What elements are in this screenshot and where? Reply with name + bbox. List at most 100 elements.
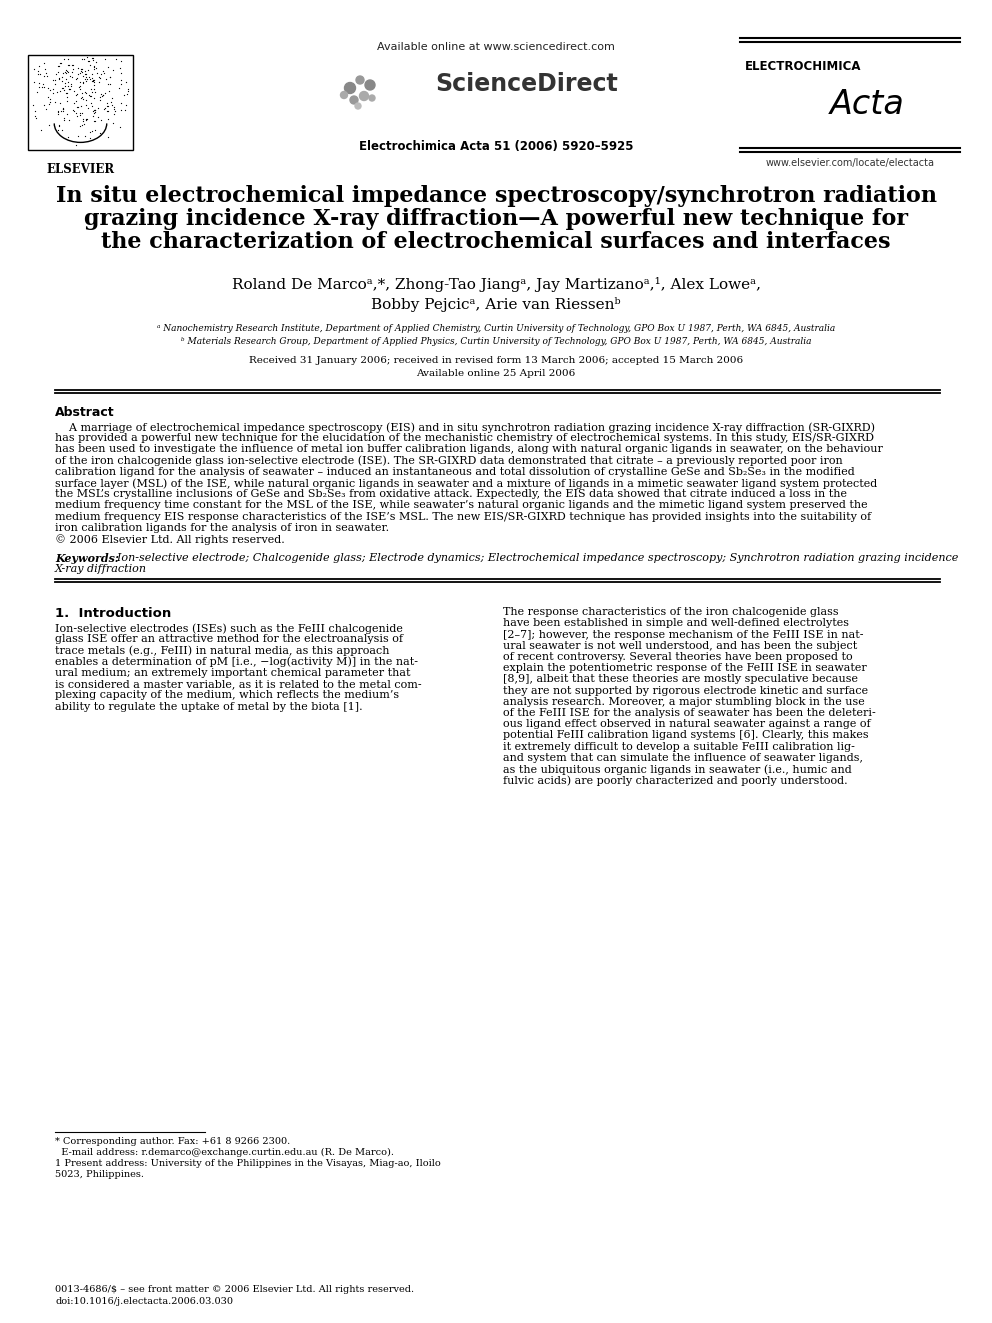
- Point: [62, 65, 78, 86]
- Point: [39, 99, 55, 120]
- Point: [71, 62, 87, 83]
- Text: ural seawater is not well understood, and has been the subject: ural seawater is not well understood, an…: [503, 640, 857, 651]
- Point: [84, 67, 100, 89]
- Point: [71, 105, 87, 126]
- Point: [93, 83, 109, 105]
- Point: [47, 91, 62, 112]
- Point: [51, 56, 66, 77]
- Text: have been established in simple and well-defined electrolytes: have been established in simple and well…: [503, 618, 849, 628]
- Point: [68, 85, 84, 106]
- Point: [95, 85, 111, 106]
- Point: [101, 79, 117, 101]
- Point: [113, 93, 129, 114]
- Text: the MSL’s crystalline inclusions of GeSe and Sb₂Se₃ from oxidative attack. Expec: the MSL’s crystalline inclusions of GeSe…: [55, 490, 847, 499]
- Point: [100, 57, 116, 78]
- Point: [87, 119, 103, 140]
- Point: [69, 97, 85, 118]
- Point: [93, 64, 109, 85]
- Point: [50, 102, 65, 123]
- Point: [95, 85, 111, 106]
- Point: [98, 69, 114, 90]
- Point: [81, 50, 97, 71]
- Point: [64, 61, 80, 82]
- Point: [52, 53, 67, 74]
- Text: Roland De Marcoᵃ,*, Zhong-Tao Jiangᵃ, Jay Martizanoᵃ,¹, Alex Loweᵃ,: Roland De Marcoᵃ,*, Zhong-Tao Jiangᵃ, Ja…: [231, 277, 761, 292]
- Text: of recent controversy. Several theories have been proposed to: of recent controversy. Several theories …: [503, 652, 853, 662]
- Point: [36, 65, 52, 86]
- Point: [84, 64, 100, 85]
- Bar: [28, 56, 133, 149]
- Point: [105, 60, 121, 81]
- Circle shape: [365, 79, 375, 90]
- Point: [102, 66, 118, 87]
- Point: [83, 78, 99, 99]
- Point: [62, 79, 77, 101]
- Point: [55, 70, 70, 91]
- Point: [37, 94, 53, 115]
- Point: [58, 60, 73, 81]
- Point: [63, 54, 79, 75]
- Point: [90, 106, 106, 127]
- Point: [84, 106, 100, 127]
- Point: [71, 77, 87, 98]
- Point: [62, 79, 77, 101]
- Text: it extremely difficult to develop a suitable FeIII calibration lig-: it extremely difficult to develop a suit…: [503, 742, 855, 751]
- Point: [108, 48, 124, 69]
- Point: [39, 62, 55, 83]
- Point: [69, 126, 85, 147]
- Text: [2–7]; however, the response mechanism of the FeIII ISE in nat-: [2–7]; however, the response mechanism o…: [503, 630, 863, 639]
- Point: [87, 102, 103, 123]
- Point: [116, 85, 132, 106]
- Point: [77, 126, 93, 147]
- Text: ᵃ Nanochemistry Research Institute, Department of Applied Chemistry, Curtin Univ: ᵃ Nanochemistry Research Institute, Depa…: [157, 324, 835, 333]
- Point: [107, 101, 123, 122]
- Point: [58, 75, 73, 97]
- Point: [66, 81, 82, 102]
- Point: [51, 62, 66, 83]
- Text: they are not supported by rigorous electrode kinetic and surface: they are not supported by rigorous elect…: [503, 685, 868, 696]
- Point: [73, 49, 89, 70]
- Text: is considered a master variable, as it is related to the metal com-: is considered a master variable, as it i…: [55, 679, 422, 689]
- Point: [86, 99, 102, 120]
- Point: [113, 74, 129, 95]
- Point: [72, 87, 88, 108]
- Point: [72, 102, 88, 123]
- Text: has provided a powerful new technique for the elucidation of the mechanistic che: has provided a powerful new technique fo…: [55, 433, 874, 443]
- Point: [82, 93, 98, 114]
- Text: plexing capacity of the medium, which reflects the medium’s: plexing capacity of the medium, which re…: [55, 691, 399, 700]
- Text: the characterization of electrochemical surfaces and interfaces: the characterization of electrochemical …: [101, 232, 891, 253]
- Point: [73, 58, 89, 79]
- Text: analysis research. Moreover, a major stumbling block in the use: analysis research. Moreover, a major stu…: [503, 697, 865, 706]
- Point: [51, 103, 66, 124]
- Text: Ion-selective electrodes (ISEs) such as the FeIII chalcogenide: Ion-selective electrodes (ISEs) such as …: [55, 623, 403, 634]
- Point: [65, 54, 81, 75]
- Point: [119, 83, 135, 105]
- Point: [60, 71, 75, 93]
- Point: [26, 71, 42, 93]
- Point: [69, 83, 85, 105]
- Point: [40, 86, 56, 107]
- Point: [85, 70, 101, 91]
- Point: [58, 73, 73, 94]
- Text: X-ray diffraction: X-ray diffraction: [55, 564, 147, 574]
- Point: [42, 115, 58, 136]
- Text: doi:10.1016/j.electacta.2006.03.030: doi:10.1016/j.electacta.2006.03.030: [55, 1297, 233, 1306]
- Point: [45, 82, 61, 103]
- Point: [70, 57, 86, 78]
- Text: Abstract: Abstract: [55, 406, 115, 419]
- Point: [87, 111, 103, 132]
- Point: [52, 81, 67, 102]
- Point: [73, 58, 89, 79]
- Point: [76, 112, 92, 134]
- Point: [68, 103, 84, 124]
- Point: [90, 98, 106, 119]
- Point: [58, 61, 73, 82]
- Point: [57, 107, 72, 128]
- Point: [42, 91, 58, 112]
- Circle shape: [355, 103, 361, 108]
- Text: and system that can simulate the influence of seawater ligands,: and system that can simulate the influen…: [503, 753, 863, 763]
- Point: [78, 71, 94, 93]
- Point: [94, 85, 110, 106]
- Text: calibration ligand for the analysis of seawater – induced an instantaneous and t: calibration ligand for the analysis of s…: [55, 467, 855, 476]
- Point: [31, 73, 47, 94]
